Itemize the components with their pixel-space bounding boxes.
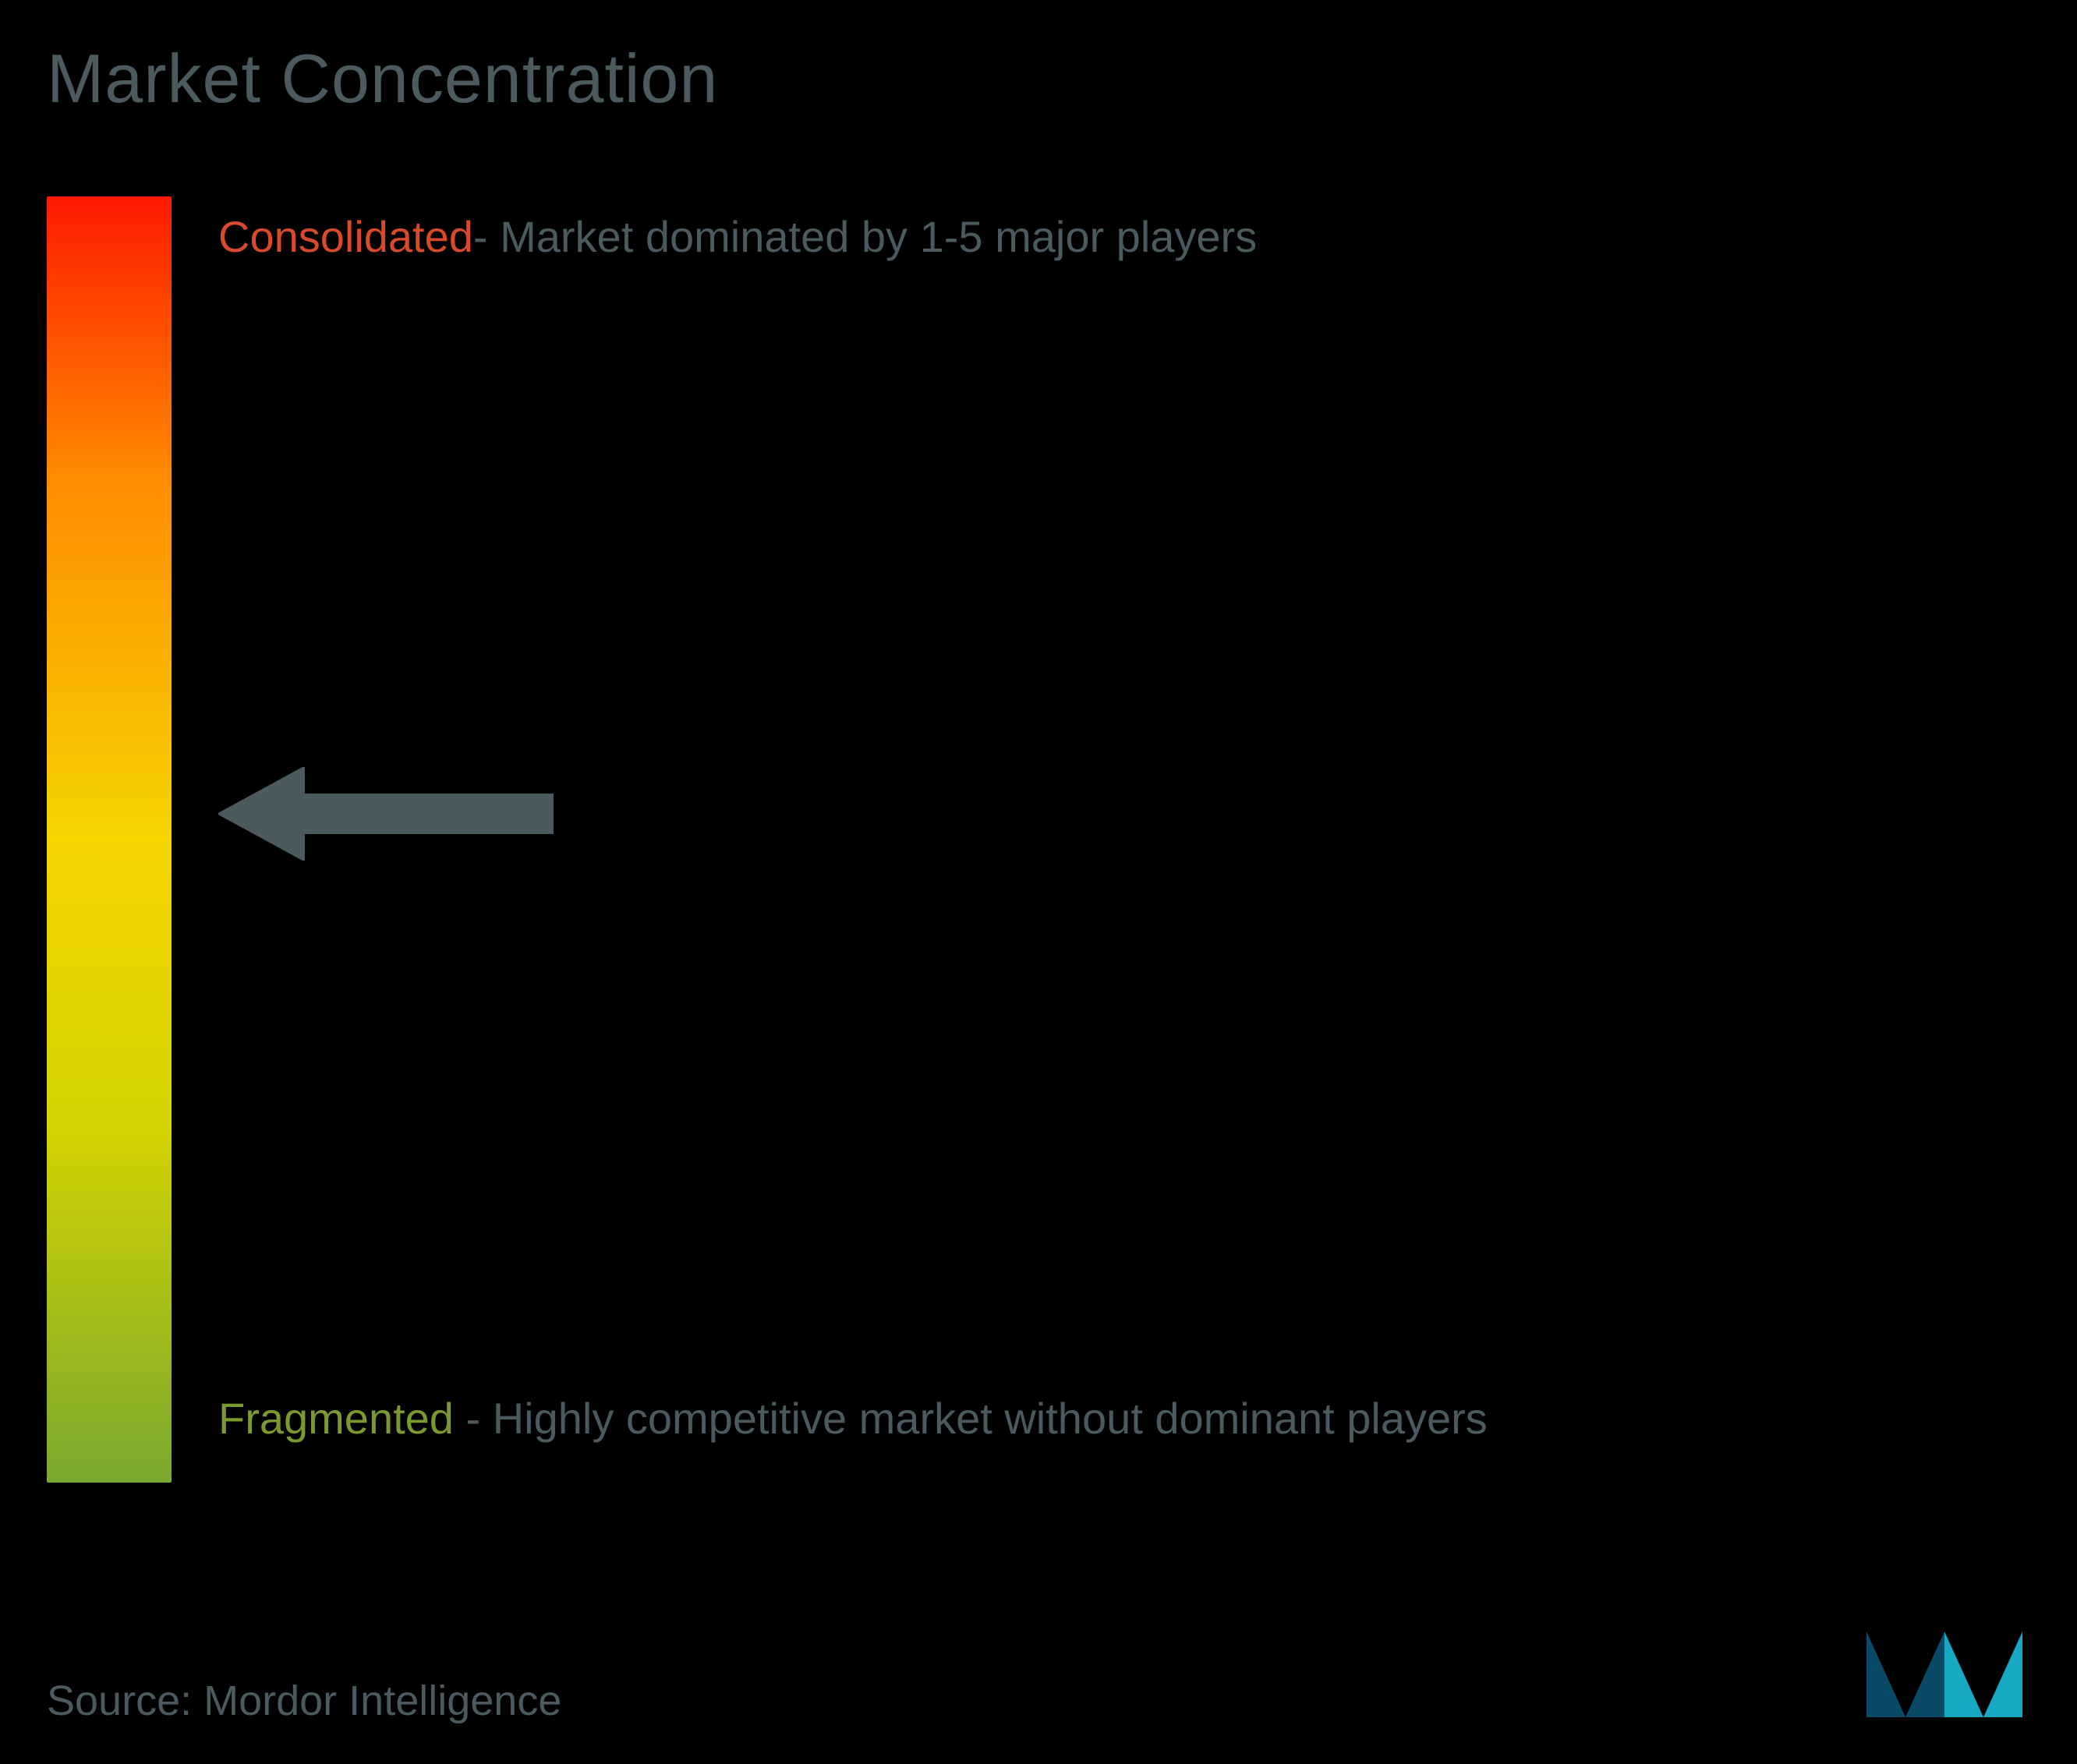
mordor-logo-icon xyxy=(1859,1616,2030,1725)
consolidated-label: Consolidated- Market dominated by 1-5 ma… xyxy=(218,204,2030,270)
fragmented-highlight: Fragmented xyxy=(218,1394,454,1443)
chart-title: Market Concentration xyxy=(47,39,2030,118)
source-prefix: Source: xyxy=(47,1677,203,1724)
source-name: Mordor Intelligence xyxy=(203,1677,561,1724)
fragmented-desc: - Highly competitive market without domi… xyxy=(454,1394,1488,1443)
footer: Source: Mordor Intelligence xyxy=(47,1616,2030,1725)
position-arrow xyxy=(218,767,554,861)
fragmented-label: Fragmented - Highly competitive market w… xyxy=(218,1386,2030,1451)
gradient-scale-bar xyxy=(47,196,172,1483)
consolidated-highlight: Consolidated xyxy=(218,212,473,261)
source-attribution: Source: Mordor Intelligence xyxy=(47,1677,561,1725)
arrow-left-icon xyxy=(218,767,554,861)
content-row: Consolidated- Market dominated by 1-5 ma… xyxy=(47,196,2030,1483)
labels-column: Consolidated- Market dominated by 1-5 ma… xyxy=(218,196,2030,1483)
consolidated-desc: - Market dominated by 1-5 major players xyxy=(473,212,1257,261)
